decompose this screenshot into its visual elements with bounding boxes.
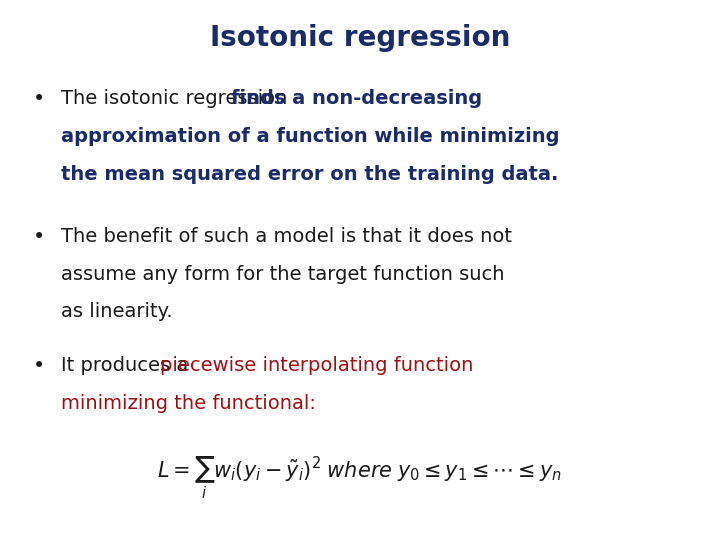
Text: minimizing the functional:: minimizing the functional: <box>61 394 316 413</box>
Text: the mean squared error on the training data.: the mean squared error on the training d… <box>61 165 559 184</box>
Text: approximation of a function while minimizing: approximation of a function while minimi… <box>61 127 559 146</box>
Text: assume any form for the target function such: assume any form for the target function … <box>61 265 505 284</box>
Text: $L = \sum_{i} w_i(y_i - \tilde{y}_i)^2 \; \mathit{where}\; y_0 \leq y_1 \leq \cd: $L = \sum_{i} w_i(y_i - \tilde{y}_i)^2 \… <box>158 455 562 501</box>
Text: •: • <box>32 227 45 247</box>
Text: •: • <box>32 356 45 376</box>
Text: finds a non-decreasing: finds a non-decreasing <box>230 89 482 108</box>
Text: as linearity.: as linearity. <box>61 302 173 321</box>
Text: Isotonic regression: Isotonic regression <box>210 24 510 52</box>
Text: piecewise interpolating function: piecewise interpolating function <box>160 356 473 375</box>
Text: It produces a: It produces a <box>61 356 194 375</box>
Text: •: • <box>32 89 45 109</box>
Text: The benefit of such a model is that it does not: The benefit of such a model is that it d… <box>61 227 512 246</box>
Text: The isotonic regression: The isotonic regression <box>61 89 294 108</box>
